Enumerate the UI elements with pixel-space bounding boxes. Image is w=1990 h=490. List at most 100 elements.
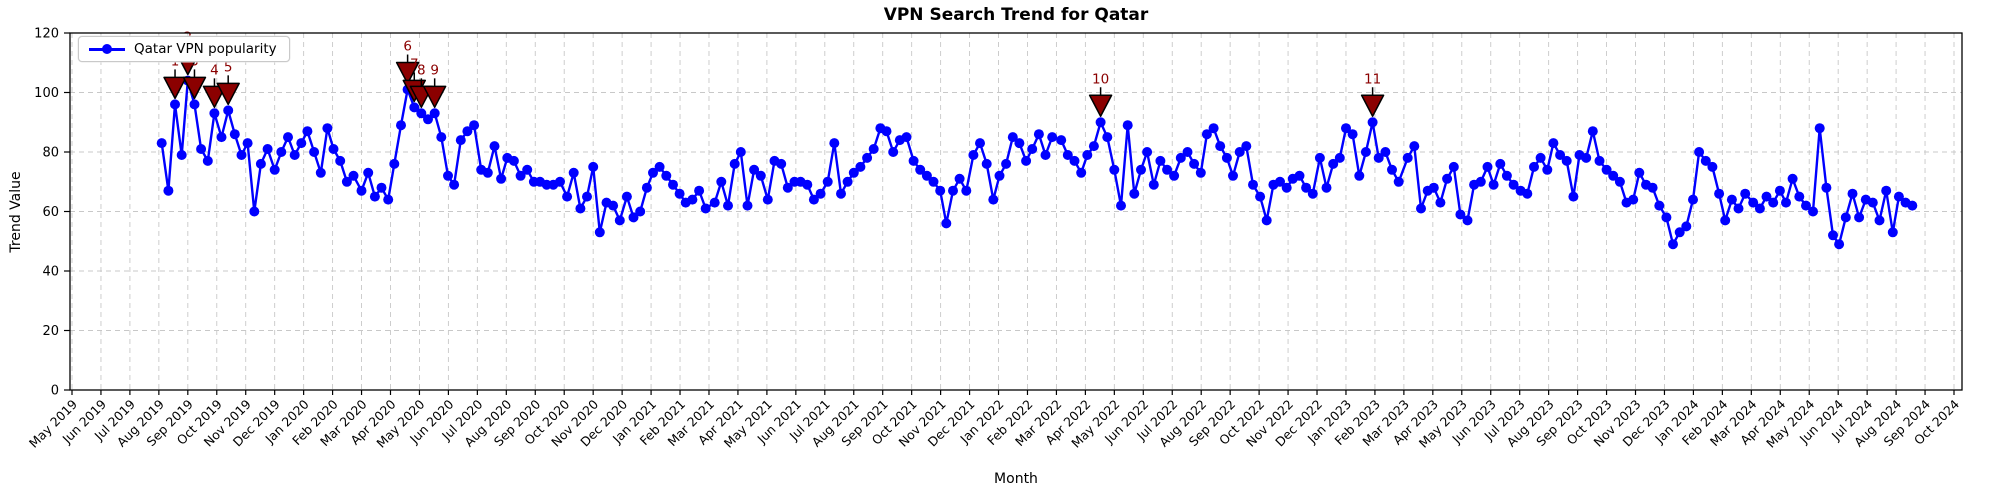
data-point-marker bbox=[262, 144, 273, 154]
data-point-marker bbox=[1714, 188, 1725, 199]
data-point-marker bbox=[1354, 170, 1365, 181]
annotation-number: 5 bbox=[224, 59, 233, 75]
data-point-marker bbox=[1082, 150, 1093, 160]
data-point-marker bbox=[568, 167, 579, 178]
data-point-marker bbox=[496, 173, 507, 184]
data-point-marker bbox=[716, 176, 727, 187]
data-point-marker bbox=[163, 185, 174, 196]
data-point-marker bbox=[735, 147, 746, 157]
data-point-marker bbox=[928, 176, 939, 187]
data-point-marker bbox=[994, 170, 1005, 181]
data-point-marker bbox=[1568, 191, 1579, 202]
data-point-marker bbox=[1614, 176, 1625, 187]
data-point-marker bbox=[269, 164, 280, 175]
data-point-marker bbox=[1814, 123, 1825, 134]
data-point-marker bbox=[802, 179, 813, 190]
data-point-marker bbox=[635, 206, 646, 217]
data-point-marker bbox=[209, 108, 220, 119]
data-point-marker bbox=[1387, 164, 1397, 175]
data-point-marker bbox=[1175, 152, 1186, 163]
data-point-marker bbox=[1248, 179, 1258, 190]
data-point-marker bbox=[1535, 152, 1546, 163]
data-point-marker bbox=[1307, 188, 1318, 199]
data-point-marker bbox=[641, 182, 652, 193]
trend-line bbox=[160, 79, 1914, 246]
data-point-marker bbox=[489, 141, 500, 152]
data-point-marker bbox=[1228, 170, 1238, 181]
data-point-marker bbox=[389, 158, 400, 169]
data-point-marker bbox=[1241, 141, 1252, 152]
data-point-marker bbox=[1215, 141, 1226, 152]
data-point-marker bbox=[1787, 173, 1798, 184]
data-point-marker bbox=[1840, 212, 1851, 223]
data-point-marker bbox=[508, 155, 519, 166]
data-point-marker bbox=[1189, 158, 1200, 169]
data-point-marker bbox=[829, 138, 840, 149]
data-point-marker bbox=[1129, 188, 1140, 199]
y-tick-label: 60 bbox=[42, 205, 59, 220]
data-point-marker bbox=[654, 161, 665, 172]
data-point-marker bbox=[968, 150, 979, 160]
data-point-marker bbox=[1347, 129, 1358, 140]
data-point-marker bbox=[1828, 230, 1838, 241]
data-point-marker bbox=[862, 152, 873, 163]
data-point-marker bbox=[328, 144, 339, 154]
annotation-number: 8 bbox=[417, 62, 426, 78]
data-point-marker bbox=[1488, 179, 1499, 190]
data-point-marker bbox=[236, 150, 247, 160]
data-point-marker bbox=[1847, 188, 1858, 199]
data-point-marker bbox=[988, 194, 999, 205]
data-point-marker bbox=[309, 147, 320, 157]
data-point-marker bbox=[376, 182, 387, 193]
data-point-marker bbox=[1007, 132, 1018, 143]
data-point-marker bbox=[1095, 117, 1106, 128]
data-point-marker bbox=[975, 138, 985, 149]
data-point-marker bbox=[1182, 147, 1193, 157]
y-tick-label: 0 bbox=[51, 384, 59, 399]
annotation-number: 6 bbox=[403, 39, 412, 55]
data-point-marker bbox=[170, 99, 180, 110]
data-point-marker bbox=[1654, 200, 1665, 211]
data-point-marker bbox=[416, 108, 427, 119]
data-point-marker bbox=[1275, 176, 1285, 187]
data-point-marker bbox=[276, 147, 287, 157]
data-point-marker bbox=[1367, 117, 1378, 128]
data-point-marker bbox=[522, 164, 533, 175]
data-point-marker bbox=[1501, 170, 1512, 181]
data-point-marker bbox=[1136, 164, 1146, 175]
data-point-marker bbox=[1328, 158, 1339, 169]
data-point-marker bbox=[1122, 120, 1133, 131]
data-point-marker bbox=[1634, 167, 1645, 178]
data-point-marker bbox=[1761, 191, 1772, 202]
data-point-marker bbox=[1448, 161, 1459, 172]
data-point-marker bbox=[776, 158, 787, 169]
data-point-marker bbox=[588, 161, 599, 172]
data-point-marker bbox=[469, 120, 480, 131]
data-point-marker bbox=[674, 188, 685, 199]
data-point-marker bbox=[1021, 155, 1032, 166]
data-point-marker bbox=[363, 167, 374, 178]
data-point-marker bbox=[1854, 212, 1865, 223]
data-point-marker bbox=[1169, 170, 1180, 181]
data-point-marker bbox=[189, 99, 200, 110]
data-point-marker bbox=[668, 179, 678, 190]
data-point-marker bbox=[908, 155, 919, 166]
data-point-marker bbox=[1402, 152, 1413, 163]
data-point-marker bbox=[1062, 150, 1073, 160]
data-point-marker bbox=[283, 132, 293, 143]
data-point-marker bbox=[1482, 161, 1493, 172]
data-point-marker bbox=[941, 218, 952, 229]
data-point-marker bbox=[1628, 194, 1639, 205]
data-point-marker bbox=[782, 182, 793, 193]
data-point-marker bbox=[296, 138, 307, 149]
data-point-marker bbox=[1781, 197, 1791, 208]
data-point-marker bbox=[455, 135, 466, 146]
data-point-marker bbox=[249, 206, 260, 217]
data-point-marker bbox=[322, 123, 333, 134]
data-point-marker bbox=[1428, 182, 1439, 193]
data-point-marker bbox=[1201, 129, 1212, 140]
data-point-marker bbox=[216, 132, 227, 143]
data-point-marker bbox=[1542, 164, 1553, 175]
data-point-marker bbox=[482, 167, 493, 178]
